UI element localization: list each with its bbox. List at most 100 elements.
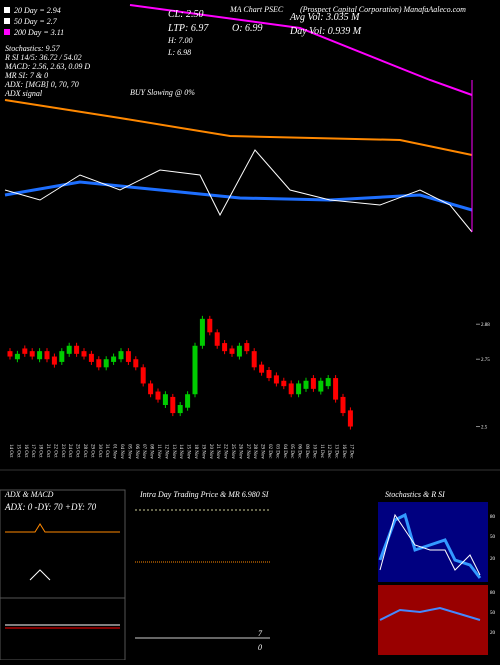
- x-tick-label: 14 Oct: [8, 444, 13, 458]
- candle: [340, 396, 346, 414]
- x-tick-label: 15 Nov: [186, 444, 191, 459]
- x-tick-label: 15 Oct: [15, 444, 20, 458]
- stoch-k: [378, 512, 482, 579]
- candle: [347, 410, 353, 427]
- x-tick-label: 28 Oct: [82, 444, 87, 458]
- x-tick-label: 09 Dec: [304, 444, 309, 459]
- x-tick-label: 18 Nov: [193, 444, 198, 459]
- x-tick-label: 13 Nov: [171, 444, 176, 459]
- x-tick-label: 12 Nov: [163, 444, 168, 459]
- x-tick-label: 05 Dec: [289, 444, 294, 459]
- candle: [318, 380, 324, 392]
- candle: [162, 394, 168, 405]
- x-tick-label: 05 Nov: [126, 444, 131, 459]
- legend-text: 200 Day = 3.11: [14, 28, 64, 37]
- candle: [118, 351, 124, 360]
- candle: [251, 351, 257, 368]
- x-tick-label: 19 Nov: [200, 444, 205, 459]
- candle: [29, 351, 35, 357]
- x-tick-label: 06 Nov: [134, 444, 139, 459]
- adx-title: ADX & MACD: [4, 490, 54, 499]
- x-tick-label: 08 Nov: [149, 444, 154, 459]
- candle: [214, 332, 220, 346]
- candle: [185, 394, 191, 408]
- legend-text: 20 Day = 2.94: [14, 6, 61, 15]
- candle: [148, 383, 154, 395]
- info-text: CL: 2.50: [168, 9, 204, 20]
- x-tick-label: 21 Nov: [215, 444, 220, 459]
- candle: [74, 345, 80, 354]
- candle: [59, 351, 65, 362]
- candle: [207, 318, 213, 333]
- candle: [273, 375, 279, 384]
- info-text: L: 6.98: [167, 48, 191, 57]
- x-tick-label: 16 Dec: [341, 444, 346, 459]
- info-text: MR SI: 7 & 0: [4, 71, 48, 80]
- x-tick-label: 14 Nov: [178, 444, 183, 459]
- candle: [44, 351, 50, 360]
- info-text: ADX: [MGB] 0, 70, 70: [4, 80, 79, 89]
- candle: [296, 383, 302, 395]
- candle: [177, 405, 183, 414]
- y-tick-label: 2.88: [481, 323, 490, 328]
- legend-swatch: [4, 7, 10, 13]
- info-text: ADX signal: [4, 89, 43, 98]
- x-tick-label: 04 Dec: [282, 444, 287, 459]
- x-tick-label: 29 Nov: [260, 444, 265, 459]
- x-tick-label: 02 Dec: [267, 444, 272, 459]
- x-tick-label: 01 Nov: [112, 444, 117, 459]
- candle: [222, 343, 228, 352]
- x-tick-label: 31 Oct: [104, 444, 109, 458]
- x-tick-label: 06 Dec: [297, 444, 302, 459]
- candle: [229, 348, 235, 354]
- info-text: R SI 14/5: 36.72 / 54.02: [4, 53, 82, 62]
- info-text: H: 7.00: [167, 36, 192, 45]
- candle: [155, 391, 161, 400]
- x-tick-label: 28 Nov: [252, 444, 257, 459]
- macd-line: [29, 569, 51, 581]
- intraday-label: 7: [258, 629, 263, 638]
- info-text: Avg Vol: 3.035 M: [289, 12, 360, 23]
- stoch-tick: 50: [490, 535, 496, 540]
- chart-subtitle: (Prospect Capital Corporation) ManafaAal…: [300, 5, 466, 14]
- x-tick-label: 16 Oct: [23, 444, 28, 458]
- info-text: Stochastics: 9.57: [5, 44, 61, 53]
- legend-swatch: [4, 18, 10, 24]
- candle: [111, 356, 117, 362]
- x-tick-label: 25 Oct: [75, 444, 80, 458]
- candle: [244, 343, 250, 352]
- rsi-line: [379, 606, 481, 621]
- intraday-label: 0: [258, 643, 262, 652]
- info-text: MACD: 2.56, 2.63, 0.09 D: [4, 62, 90, 71]
- candle: [81, 351, 87, 357]
- legend-swatch: [4, 29, 10, 35]
- candle: [14, 353, 20, 360]
- legend-text: 50 Day = 2.7: [14, 17, 58, 26]
- info-text: BUY Slowing @ 0%: [130, 88, 195, 97]
- x-tick-label: 17 Dec: [348, 444, 353, 459]
- candle: [266, 370, 272, 379]
- price-line: [4, 149, 473, 233]
- candle: [303, 380, 309, 389]
- x-tick-label: 12 Dec: [326, 444, 331, 459]
- info-text: Day Vol: 0.939 M: [289, 26, 362, 37]
- stoch-tick: 20: [490, 557, 496, 562]
- candle: [96, 359, 102, 368]
- macd-panel: [0, 597, 126, 661]
- rsi-tick: 80: [490, 591, 496, 596]
- candle: [236, 345, 242, 357]
- x-tick-label: 26 Nov: [237, 444, 242, 459]
- adx-line: [5, 523, 120, 533]
- info-text: LTP: 6.97: [167, 23, 209, 34]
- candle: [66, 345, 72, 354]
- candle: [310, 378, 316, 389]
- candle: [192, 345, 198, 395]
- candle: [125, 351, 131, 362]
- x-tick-label: 20 Nov: [208, 444, 213, 459]
- ma-200: [129, 4, 473, 96]
- x-tick-label: 03 Dec: [274, 444, 279, 459]
- x-tick-label: 22 Nov: [223, 444, 228, 459]
- x-tick-label: 04 Nov: [119, 444, 124, 459]
- rsi-panel: [378, 585, 488, 655]
